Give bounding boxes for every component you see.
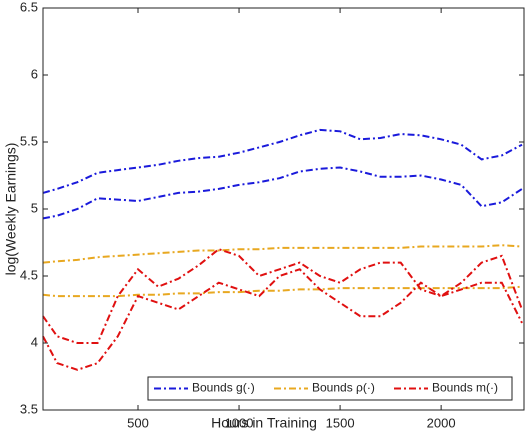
x-axis-label: Hours in Training [211, 415, 317, 431]
y-tick-label: 6 [31, 66, 38, 81]
legend-label: Bounds m(·) [432, 381, 498, 395]
legend-label: Bounds ρ(·) [312, 381, 375, 395]
bound-line [42, 244, 523, 264]
y-tick-label: 4 [31, 334, 38, 349]
y-tick-label: 4.5 [20, 267, 38, 282]
legend-box [147, 376, 513, 401]
plot-frame [42, 7, 525, 411]
y-tick-label: 3.5 [20, 401, 38, 416]
x-tick-label: 1000 [225, 415, 254, 430]
x-tick-label: 500 [127, 415, 149, 430]
x-tick-label: 2000 [427, 415, 456, 430]
y-tick-label: 6.5 [20, 0, 38, 14]
y-axis-label: log(Weekly Earnings) [3, 143, 19, 276]
bound-line [42, 285, 523, 298]
y-tick-label: 5 [31, 200, 38, 215]
bound-line [42, 128, 523, 194]
legend-label: Bounds g(·) [192, 381, 255, 395]
x-tick-label: 1500 [326, 415, 355, 430]
bound-line [42, 248, 523, 344]
y-tick-label: 5.5 [20, 133, 38, 148]
bound-line [42, 268, 523, 371]
bound-line [42, 166, 523, 220]
